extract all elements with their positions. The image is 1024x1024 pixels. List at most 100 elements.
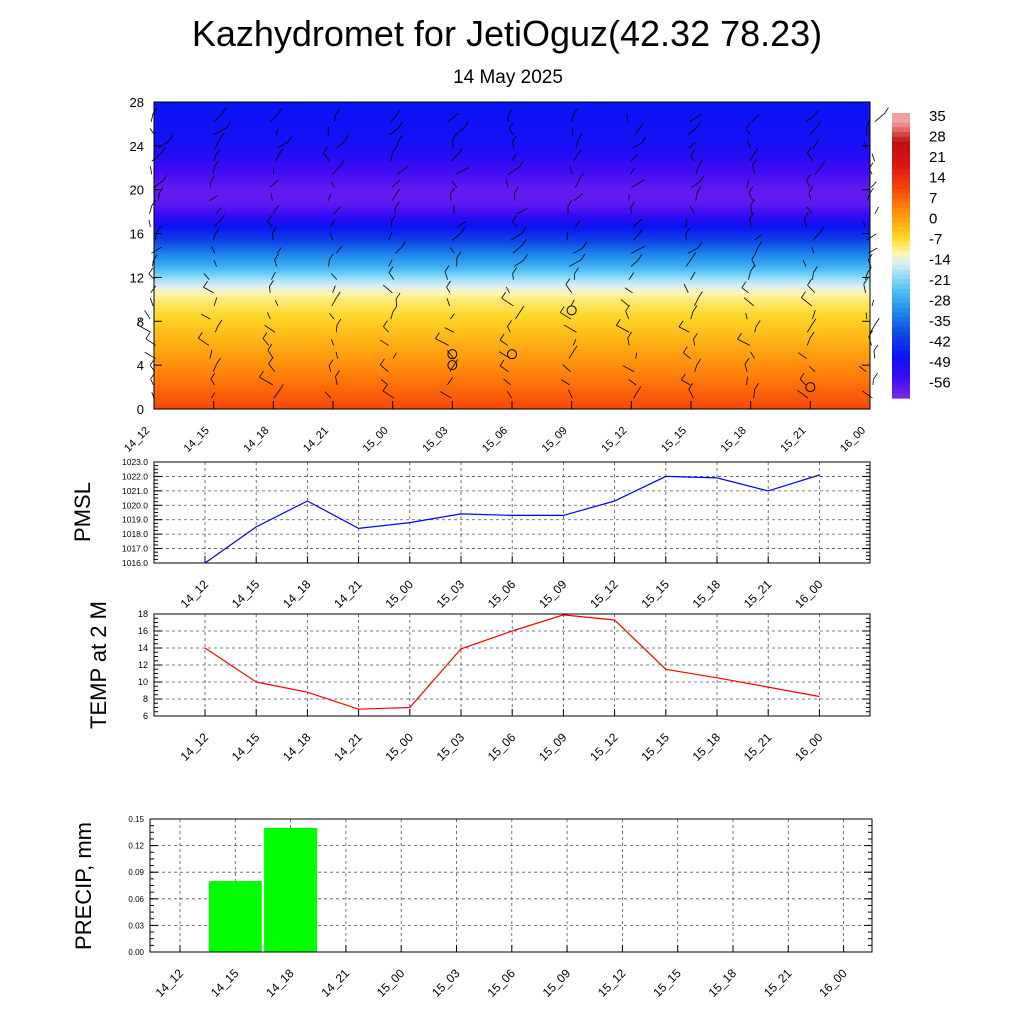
calm-wind-marker bbox=[805, 382, 816, 393]
x-tick-label: 15_21 bbox=[741, 577, 775, 611]
temperature-band bbox=[154, 393, 870, 397]
wind-barb-staff bbox=[397, 166, 409, 175]
temperature-band bbox=[154, 319, 870, 322]
colorbar-segment bbox=[892, 331, 910, 337]
wind-barb-staff bbox=[690, 271, 696, 280]
wind-barb-flag bbox=[565, 278, 571, 285]
x-tick-label: 15_15 bbox=[659, 425, 689, 455]
wind-barb-flag bbox=[287, 135, 293, 143]
wind-barb-staff bbox=[277, 141, 289, 149]
wind-barb-flag bbox=[507, 320, 512, 327]
colorbar-segment bbox=[892, 312, 910, 318]
wind-barb-staff bbox=[863, 221, 866, 228]
wind-barb-flag bbox=[512, 267, 517, 274]
wind-barb-staff bbox=[328, 259, 330, 267]
wind-barb-flag bbox=[572, 345, 578, 353]
wind-barb-staff bbox=[743, 297, 755, 307]
wind-barb-flag bbox=[214, 228, 220, 235]
wind-barb-flag bbox=[392, 305, 398, 313]
colorbar-segment bbox=[892, 151, 910, 157]
wind-barb-flag bbox=[884, 107, 889, 114]
temperature-band bbox=[154, 128, 870, 132]
wind-barb-flag bbox=[808, 186, 814, 193]
temperature-band bbox=[154, 191, 870, 195]
wind-barb-flag bbox=[508, 122, 514, 130]
wind-barb-flag bbox=[508, 108, 513, 115]
wind-barb-staff bbox=[511, 153, 517, 162]
wind-barb-staff bbox=[323, 152, 330, 162]
wind-barb-flag bbox=[145, 332, 151, 339]
wind-barb-staff bbox=[874, 113, 885, 123]
wind-barb-staff bbox=[566, 232, 569, 241]
temperature-band bbox=[154, 343, 870, 347]
wind-barb-flag bbox=[518, 160, 524, 168]
y-tick-label: 0.09 bbox=[128, 868, 144, 877]
wind-barb-staff bbox=[275, 128, 279, 136]
x-tick-label: 15_12 bbox=[599, 425, 629, 455]
panel-pmsl: 1016.0 1017.0 1018.0 1019.0 1020.0 1021.0 1022… bbox=[70, 457, 871, 611]
wind-barb-flag bbox=[522, 238, 527, 246]
colorbar-segment bbox=[892, 236, 910, 242]
wind-barb-flag bbox=[335, 108, 340, 116]
wind-barb-staff bbox=[744, 364, 748, 372]
colorbar-segment bbox=[892, 165, 910, 171]
wind-barb-flag bbox=[382, 384, 388, 392]
y-tick-label: 4 bbox=[137, 358, 144, 373]
colorbar-label: -21 bbox=[929, 272, 951, 289]
wind-barb-flag bbox=[819, 226, 824, 234]
colorbar-segment bbox=[892, 265, 910, 271]
wind-barb-staff bbox=[270, 193, 273, 201]
colorbar-segment bbox=[892, 303, 910, 309]
wind-barb-staff bbox=[569, 259, 582, 267]
wind-barb-staff bbox=[681, 379, 691, 386]
colorbar-label: -14 bbox=[929, 252, 951, 269]
temperature-band bbox=[154, 220, 870, 224]
colorbar-segment bbox=[892, 160, 910, 166]
wind-barb-staff bbox=[690, 155, 695, 162]
wind-barb-staff bbox=[271, 233, 274, 241]
temperature-band bbox=[154, 395, 870, 399]
temperature-band bbox=[154, 152, 870, 156]
wind-barb-staff bbox=[630, 260, 639, 267]
wind-barb-flag bbox=[799, 372, 805, 380]
wind-barb-flag bbox=[499, 359, 505, 367]
wind-barb-staff bbox=[749, 154, 755, 162]
colorbar-segment bbox=[892, 379, 910, 385]
colorbar-label: -35 bbox=[929, 313, 951, 330]
wind-barb-flag bbox=[751, 253, 757, 260]
wind-barb-staff bbox=[332, 165, 341, 175]
wind-barb-flag bbox=[203, 281, 208, 288]
wind-barb-flag bbox=[750, 199, 755, 206]
x-tick-label: 15_12 bbox=[587, 730, 621, 764]
wind-barb-staff bbox=[562, 364, 571, 373]
panel-frame bbox=[149, 818, 873, 953]
colorbar-segment bbox=[892, 155, 910, 162]
wind-barb-staff bbox=[449, 193, 452, 201]
wind-barb-flag bbox=[638, 228, 644, 235]
wind-barb-flag bbox=[630, 201, 635, 209]
wind-barb-staff bbox=[746, 139, 752, 149]
wind-barb-staff bbox=[150, 378, 154, 386]
temperature-band bbox=[154, 211, 870, 215]
wind-barb-staff bbox=[814, 167, 822, 175]
wind-barb-staff bbox=[628, 194, 630, 201]
x-tick-label: 15_09 bbox=[536, 730, 570, 764]
wind-barb-staff bbox=[751, 259, 756, 267]
wind-barb-staff bbox=[693, 339, 696, 346]
wind-barb-staff bbox=[333, 115, 336, 122]
colorbar-segment bbox=[892, 127, 910, 133]
colorbar-segment bbox=[892, 170, 910, 176]
wind-barb-staff bbox=[382, 390, 394, 399]
temperature-band bbox=[154, 200, 870, 204]
x-tick-label: 15_03 bbox=[434, 730, 468, 764]
wind-barb-flag bbox=[749, 212, 755, 219]
temperature-band bbox=[154, 354, 870, 357]
y-tick-label: 1023.0 bbox=[122, 457, 148, 467]
wind-barb-flag bbox=[340, 159, 345, 167]
wind-barb-staff bbox=[262, 338, 270, 346]
wind-barb-staff bbox=[336, 140, 346, 149]
wind-barb-staff bbox=[866, 233, 877, 241]
wind-barb-flag bbox=[627, 331, 633, 339]
temperature-band bbox=[154, 321, 870, 325]
wind-barb-staff bbox=[798, 352, 807, 359]
